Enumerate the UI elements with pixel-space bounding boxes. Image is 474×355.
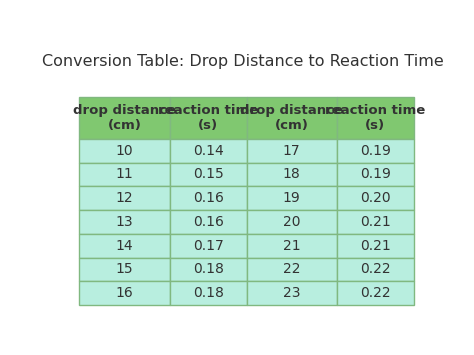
Text: 18: 18 [283,168,301,181]
Text: 21: 21 [283,239,301,253]
Bar [246,139,337,163]
Text: 20: 20 [283,215,301,229]
Bar [170,257,246,281]
Text: 0.22: 0.22 [360,286,391,300]
Text: Conversion Table: Drop Distance to Reaction Time: Conversion Table: Drop Distance to React… [42,54,444,69]
Bar [80,163,170,186]
Text: 23: 23 [283,286,301,300]
Bar [80,234,170,257]
Bar [337,97,414,139]
Text: drop distance
(cm): drop distance (cm) [73,104,176,132]
Text: 15: 15 [116,262,133,277]
Bar [337,163,414,186]
Bar [170,163,246,186]
Text: 17: 17 [283,144,301,158]
Text: 0.21: 0.21 [360,215,391,229]
Text: 22: 22 [283,262,301,277]
Text: 0.18: 0.18 [193,262,224,277]
Bar [170,97,246,139]
Bar [337,186,414,210]
Bar [246,281,337,305]
Text: 0.19: 0.19 [360,168,391,181]
Bar [337,139,414,163]
Bar [80,210,170,234]
Text: 12: 12 [116,191,133,205]
Bar [170,186,246,210]
Text: 13: 13 [116,215,133,229]
Text: 0.16: 0.16 [193,191,224,205]
Text: 0.15: 0.15 [193,168,224,181]
Bar [170,234,246,257]
Bar [170,139,246,163]
Text: 0.16: 0.16 [193,215,224,229]
Bar [170,210,246,234]
Bar [80,281,170,305]
Bar [80,97,170,139]
Bar [246,186,337,210]
Bar [170,281,246,305]
Bar [337,210,414,234]
Text: drop distance
(cm): drop distance (cm) [240,104,343,132]
Bar [246,210,337,234]
Text: 0.22: 0.22 [360,262,391,277]
Text: 0.20: 0.20 [360,191,391,205]
Text: 11: 11 [116,168,134,181]
Text: 19: 19 [283,191,301,205]
Text: 16: 16 [116,286,134,300]
Bar [337,234,414,257]
Bar [80,186,170,210]
Text: 0.21: 0.21 [360,239,391,253]
Text: 0.18: 0.18 [193,286,224,300]
Text: reaction time
(s): reaction time (s) [325,104,426,132]
Bar [246,234,337,257]
Text: 0.17: 0.17 [193,239,224,253]
Text: 0.14: 0.14 [193,144,224,158]
Bar [246,163,337,186]
Bar [337,257,414,281]
Bar [80,257,170,281]
Bar [246,97,337,139]
Text: 10: 10 [116,144,133,158]
Bar [337,281,414,305]
Text: reaction time
(s): reaction time (s) [158,104,258,132]
Text: 0.19: 0.19 [360,144,391,158]
Bar [80,139,170,163]
Text: 14: 14 [116,239,133,253]
Bar [246,257,337,281]
